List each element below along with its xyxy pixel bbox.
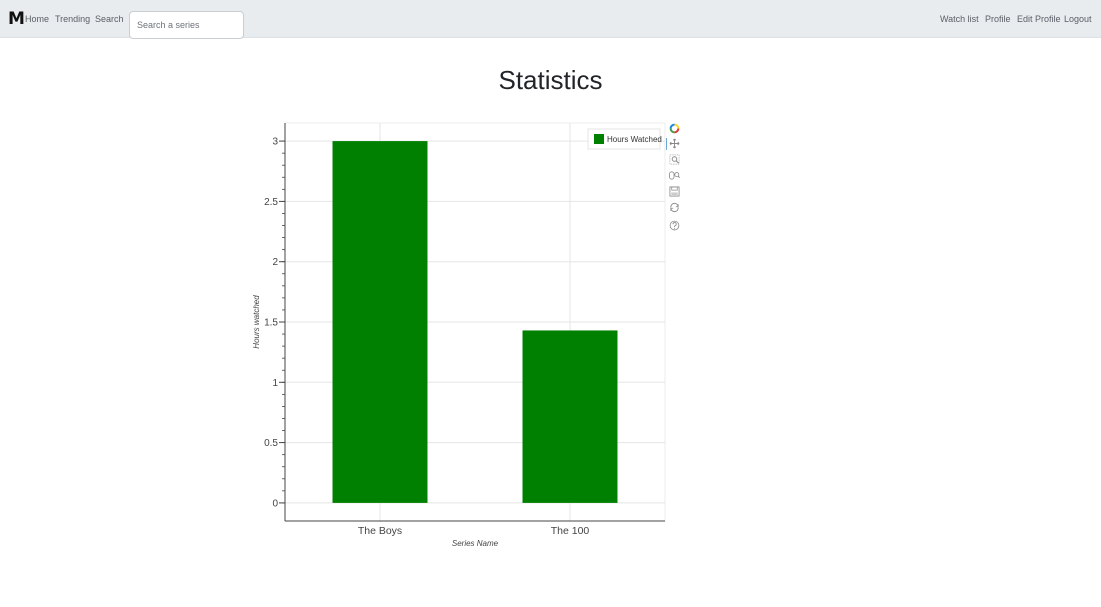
y-tick-label: 2.5 [264,197,278,208]
help-icon[interactable] [669,220,680,231]
save-icon[interactable] [669,186,680,197]
y-tick-label: 1.5 [264,318,278,329]
legend-swatch [594,134,604,144]
x-tick-label: The Boys [358,525,402,537]
chart-toolbar [666,120,684,235]
active-tool-indicator [666,138,667,150]
bar-the-100 [523,330,618,502]
reset-icon[interactable] [669,202,680,213]
y-tick-label: 1 [272,378,278,389]
y-tick-label: 0 [272,498,278,509]
box-zoom-icon[interactable] [669,154,680,165]
x-axis-label: Series Name [452,539,499,548]
pan-icon[interactable] [669,138,680,149]
x-tick-label: The 100 [551,525,590,537]
legend-label: Hours Watched [607,135,662,144]
y-axis-label: Hours watched [252,295,261,349]
bar-the-boys [333,141,428,503]
bokeh-logo-icon[interactable] [669,123,680,134]
y-tick-label: 3 [272,137,278,148]
wheel-zoom-icon[interactable] [669,170,680,181]
y-tick-label: 2 [272,257,278,268]
y-tick-label: 0.5 [264,438,278,449]
